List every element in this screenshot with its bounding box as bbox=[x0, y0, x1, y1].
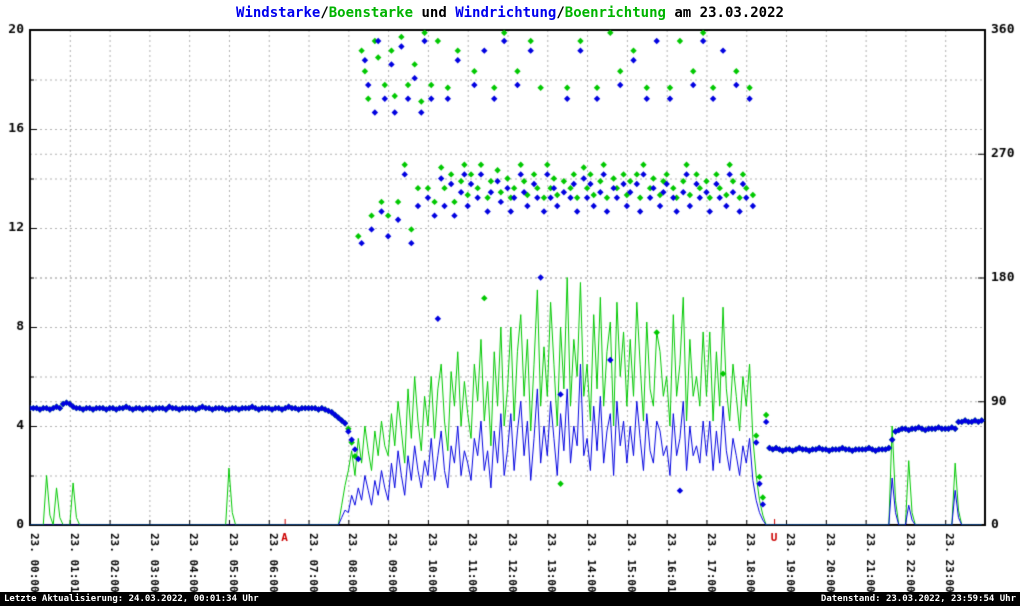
last-update-text: Letzte Aktualisierung: 24.03.2022, 00:01… bbox=[4, 594, 259, 604]
title-part: Windrichtung bbox=[455, 5, 557, 21]
title-part: / bbox=[320, 5, 329, 21]
title-part: und bbox=[413, 5, 456, 21]
chart-title: Windstarke/Boenstarke und Windrichtung/B… bbox=[0, 5, 1020, 21]
title-part: am 23.03.2022 bbox=[665, 5, 784, 21]
footer-bar: Letzte Aktualisierung: 24.03.2022, 00:01… bbox=[0, 592, 1020, 606]
title-part: Windstarke bbox=[236, 5, 321, 21]
data-timestamp-text: Datenstand: 23.03.2022, 23:59:54 Uhr bbox=[820, 594, 1016, 604]
wind-chart-canvas bbox=[0, 0, 1020, 592]
title-part: Boenstarke bbox=[328, 5, 414, 21]
title-part: / bbox=[556, 5, 565, 21]
title-part: Boenrichtung bbox=[564, 5, 666, 21]
